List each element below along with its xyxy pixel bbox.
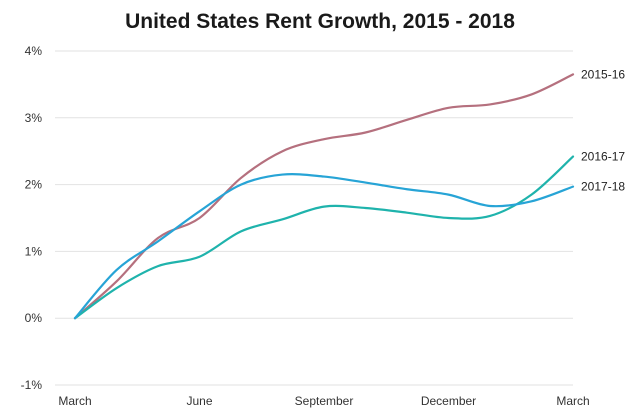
x-tick-label: December: [421, 394, 476, 408]
x-tick-label: March: [556, 394, 589, 408]
x-axis-ticks: March June September December March: [58, 394, 589, 408]
series-label: 2016-17: [581, 150, 625, 164]
y-axis-ticks: -1% 0% 1% 2% 3% 4%: [21, 44, 43, 392]
series-label: 2017-18: [581, 180, 625, 194]
series-line-2015-16: [73, 73, 575, 320]
y-tick-label: 4%: [25, 44, 43, 58]
series-line-2016-17: [73, 155, 575, 320]
y-tick-label: 1%: [25, 244, 43, 258]
series-labels: 2015-16 2016-17 2017-18: [581, 67, 625, 193]
x-tick-label: June: [186, 394, 212, 408]
gridlines: [55, 50, 573, 386]
chart-title: United States Rent Growth, 2015 - 2018: [125, 10, 515, 33]
series-line-2017-18: [73, 173, 575, 320]
series-lines: [73, 73, 575, 320]
x-tick-label: March: [58, 394, 91, 408]
y-tick-label: 2%: [25, 178, 43, 192]
x-tick-label: September: [295, 394, 354, 408]
y-tick-label: 0%: [25, 311, 43, 325]
y-tick-label: 3%: [25, 111, 43, 125]
y-tick-label: -1%: [21, 378, 43, 392]
series-label: 2015-16: [581, 67, 625, 81]
